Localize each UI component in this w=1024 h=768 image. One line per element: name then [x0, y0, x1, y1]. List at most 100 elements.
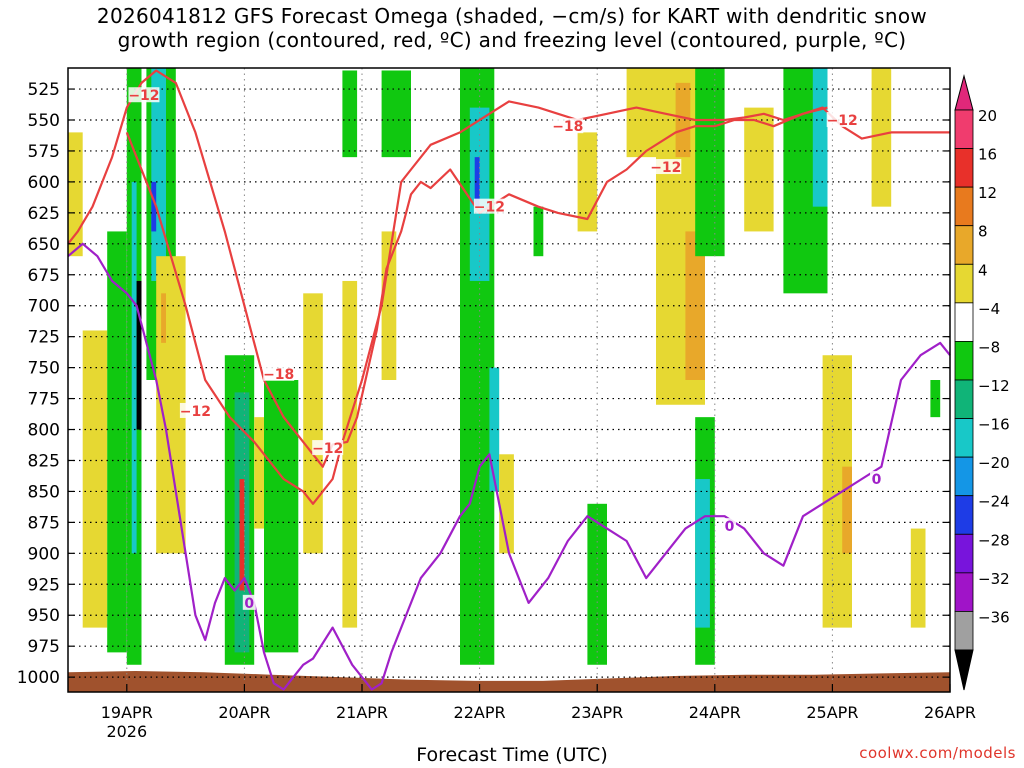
contour-label-bg-8 — [242, 594, 256, 610]
omega-region-5 — [136, 280, 142, 430]
y-tick-label-700: 700 — [28, 297, 60, 317]
colorbar-swatch-2 — [954, 186, 974, 227]
omega-region-0 — [68, 132, 83, 257]
y-tick-label-875: 875 — [28, 513, 60, 533]
y-tick-label-800: 800 — [28, 421, 60, 441]
y-tick-label-925: 925 — [28, 575, 60, 595]
y-tick-label-650: 650 — [28, 235, 60, 255]
omega-region-40 — [842, 466, 852, 554]
chart-title-line1: 2026041812 GFS Forecast Omega (shaded, −… — [96, 4, 928, 28]
omega-region-29 — [626, 68, 656, 158]
colorbar-label-5: −4 — [978, 300, 1000, 318]
contour-layer — [67, 69, 951, 691]
omega-region-23 — [474, 157, 480, 207]
omega-region-16 — [303, 293, 323, 554]
colorbar-over-arrow — [954, 74, 974, 111]
y-tick-label-750: 750 — [28, 359, 60, 379]
colorbar-swatch-9 — [954, 456, 974, 497]
contour-label-bg-0 — [128, 87, 160, 103]
omega-region-2 — [107, 231, 127, 653]
omega-region-33 — [695, 68, 725, 257]
x-tick-sublabel-0: 2026 — [106, 722, 147, 741]
contour-label-bg-4 — [473, 198, 505, 214]
watermark: coolwx.com/models — [859, 744, 1016, 762]
contour-label-bg-3 — [312, 440, 344, 456]
omega-region-10 — [161, 293, 166, 343]
y-tick-label-950: 950 — [28, 606, 60, 626]
x-tick-label-7: 26APR — [924, 703, 976, 722]
colorbar-label-10: −24 — [978, 493, 1010, 511]
x-tick-label-1: 20APR — [218, 703, 270, 722]
x-tick-label-0: 19APR — [101, 703, 153, 722]
omega-region-24 — [489, 367, 500, 492]
colorbar-under-arrow — [954, 649, 974, 691]
y-tick-label-525: 525 — [28, 80, 60, 100]
colorbar-label-6: −8 — [978, 338, 1000, 356]
x-axis-title: Forecast Time (UTC) — [416, 744, 608, 766]
colorbar-swatch-13 — [954, 611, 974, 651]
colorbar-label-3: 8 — [978, 223, 988, 241]
colorbar-label-12: −32 — [978, 570, 1010, 588]
dendritic-contour-1 — [125, 100, 950, 505]
omega-region-18 — [342, 70, 358, 158]
y-tick-label-575: 575 — [28, 142, 60, 162]
terrain-fill — [68, 671, 950, 692]
omega-region-43 — [930, 380, 941, 418]
y-tick-label-900: 900 — [28, 544, 60, 564]
colorbar: 20 16 12 8 4 −4 −8 −12 −16 −20 −24 −28 −32 −36 — [954, 74, 1010, 691]
x-tick-label-6: 25APR — [806, 703, 858, 722]
omega-region-41 — [871, 68, 892, 207]
y-tick-label-850: 850 — [28, 482, 60, 502]
contour-label-bg-5 — [552, 118, 584, 134]
y-tick-label-625: 625 — [28, 204, 60, 224]
contour-label-8: 0 — [244, 596, 254, 612]
y-tick-label-600: 600 — [28, 173, 60, 193]
colorbar-swatch-12 — [954, 572, 974, 612]
omega-shading-layer — [68, 68, 941, 665]
y-tick-label-675: 675 — [28, 266, 60, 286]
omega-region-8 — [151, 181, 157, 232]
contour-label-4: −12 — [474, 200, 505, 216]
y-tick-label-975: 975 — [28, 637, 60, 657]
contour-label-bg-2 — [263, 365, 295, 381]
omega-region-25 — [499, 454, 514, 554]
contour-label-bg-1 — [179, 402, 211, 418]
colorbar-swatch-10 — [954, 495, 974, 535]
chart-title-line2: growth region (contoured, red, ºC) and f… — [117, 28, 907, 52]
y-tick-label-775: 775 — [28, 390, 60, 410]
chart-title: 2026041812 GFS Forecast Omega (shaded, −… — [0, 4, 1024, 52]
y-tick-label-725: 725 — [28, 328, 60, 348]
x-tick-label-3: 22APR — [454, 703, 506, 722]
colorbar-swatch-7 — [954, 379, 974, 419]
contour-label-bg-10 — [870, 471, 883, 487]
y-tick-label-825: 825 — [28, 451, 60, 471]
contour-label-0: −12 — [128, 88, 159, 104]
omega-region-20 — [381, 231, 397, 380]
colorbar-swatch-0 — [954, 109, 974, 149]
colorbar-label-4: 4 — [978, 261, 988, 279]
contour-label-9: 0 — [725, 519, 735, 535]
y-tick-label-550: 550 — [28, 111, 60, 131]
colorbar-label-9: −20 — [978, 454, 1010, 472]
omega-region-19 — [381, 70, 411, 158]
dendritic-contour-0 — [67, 69, 828, 468]
contour-label-10: 0 — [872, 472, 882, 488]
colorbar-swatch-8 — [954, 418, 974, 458]
omega-region-27 — [577, 132, 598, 232]
colorbar-label-1: 16 — [978, 146, 997, 164]
omega-region-38 — [812, 68, 828, 207]
contour-label-1: −12 — [180, 404, 211, 420]
contour-label-3: −12 — [312, 441, 343, 457]
colorbar-swatch-4 — [954, 263, 974, 304]
omega-region-36 — [744, 107, 774, 232]
omega-region-15 — [264, 380, 299, 653]
y-axis: 525 550 575 600 625 650 675 700 725 750 775 800 825 8… — [17, 80, 950, 688]
terrain-layer — [68, 671, 950, 692]
colorbar-label-11: −28 — [978, 531, 1010, 549]
contour-label-6: −12 — [650, 160, 681, 176]
contour-label-2: −18 — [263, 367, 294, 383]
omega-region-1 — [82, 330, 108, 628]
colorbar-swatch-5 — [954, 302, 974, 342]
